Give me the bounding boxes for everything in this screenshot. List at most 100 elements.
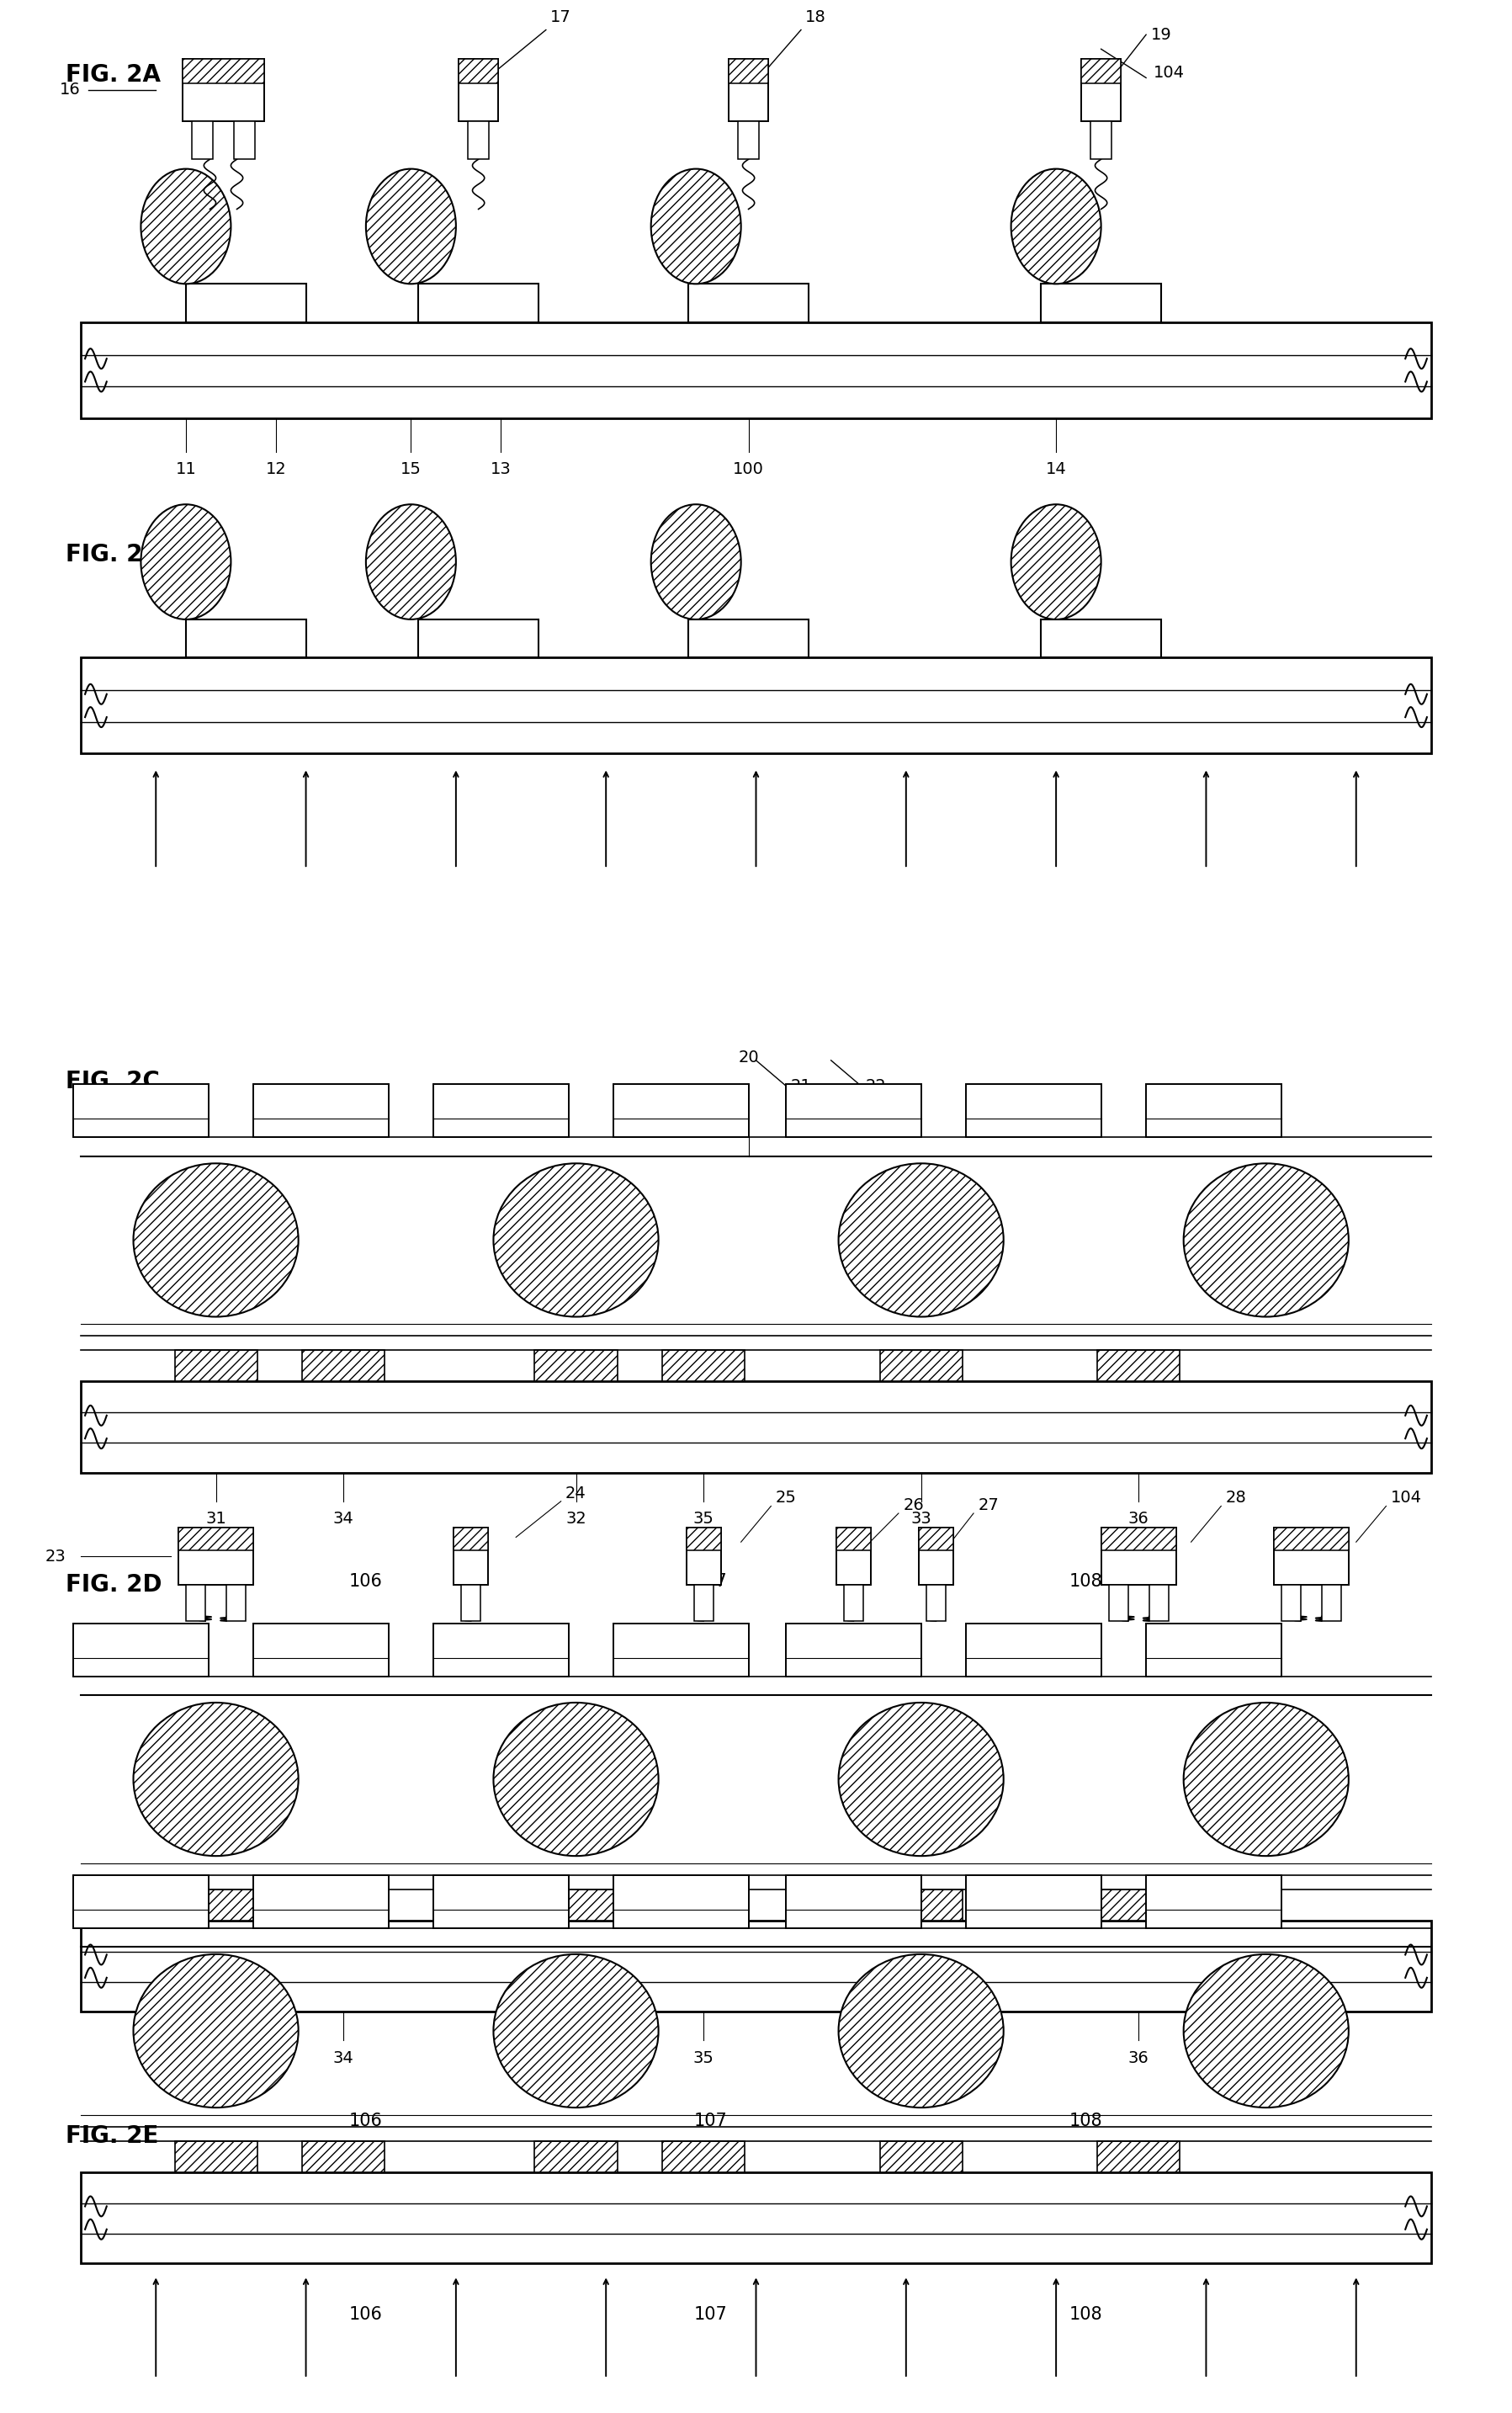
Bar: [434, 1875, 569, 1928]
Text: 24: 24: [565, 1486, 587, 1501]
Bar: [174, 1889, 257, 1921]
Text: 25: 25: [776, 1491, 797, 1506]
Bar: [662, 2140, 745, 2172]
Bar: [254, 1083, 389, 1137]
Ellipse shape: [133, 1955, 298, 2107]
Bar: [686, 1527, 721, 1552]
Bar: [302, 1351, 384, 1383]
Bar: [183, 58, 265, 121]
Bar: [535, 1351, 617, 1383]
Bar: [786, 1083, 921, 1137]
Bar: [729, 58, 768, 84]
Bar: [844, 1585, 863, 1622]
Ellipse shape: [366, 504, 457, 620]
Bar: [1081, 58, 1120, 121]
Text: 31: 31: [206, 1511, 227, 1527]
Bar: [186, 620, 305, 659]
Ellipse shape: [1184, 1955, 1349, 2107]
Text: 19: 19: [1151, 27, 1172, 43]
Text: 32: 32: [565, 1511, 587, 1527]
Bar: [1146, 1624, 1281, 1677]
Text: 106: 106: [349, 1573, 383, 1590]
Text: 31: 31: [206, 2051, 227, 2066]
Bar: [302, 2140, 384, 2172]
Bar: [880, 2140, 962, 2172]
Bar: [927, 1585, 947, 1622]
Text: 20: 20: [738, 1050, 759, 1064]
Bar: [786, 1624, 921, 1677]
Text: 107: 107: [694, 1573, 727, 1590]
Text: 104: 104: [1154, 65, 1185, 82]
Text: 108: 108: [1069, 2111, 1102, 2128]
Bar: [434, 1083, 569, 1137]
Bar: [919, 1527, 953, 1552]
Text: 107: 107: [694, 2307, 727, 2324]
Ellipse shape: [652, 504, 741, 620]
Text: 108: 108: [1069, 1573, 1102, 1590]
Text: 34: 34: [333, 1511, 354, 1527]
Bar: [688, 285, 809, 323]
Bar: [694, 1585, 714, 1622]
Bar: [80, 323, 1432, 417]
Bar: [1081, 58, 1120, 84]
Bar: [1146, 1083, 1281, 1137]
Bar: [192, 121, 213, 159]
Text: 15: 15: [401, 461, 422, 478]
Text: 28: 28: [1226, 1491, 1246, 1506]
Bar: [1273, 1527, 1349, 1585]
Ellipse shape: [493, 1704, 659, 1856]
Bar: [738, 121, 759, 159]
Bar: [234, 121, 256, 159]
Text: 16: 16: [60, 82, 80, 99]
Bar: [467, 121, 488, 159]
Bar: [419, 285, 538, 323]
Text: 13: 13: [490, 461, 511, 478]
Bar: [1281, 1585, 1300, 1622]
Text: 32: 32: [565, 2051, 587, 2066]
Text: 100: 100: [733, 461, 764, 478]
Ellipse shape: [1012, 504, 1101, 620]
Bar: [183, 58, 265, 84]
Text: FIG. 2E: FIG. 2E: [67, 2123, 159, 2148]
Text: 35: 35: [692, 2051, 714, 2066]
Bar: [178, 1527, 254, 1552]
Bar: [614, 1875, 748, 1928]
Ellipse shape: [1184, 1704, 1349, 1856]
Text: 23: 23: [45, 1549, 67, 1564]
Bar: [880, 1889, 962, 1921]
Bar: [434, 1624, 569, 1677]
Ellipse shape: [839, 1704, 1004, 1856]
Bar: [662, 1351, 745, 1383]
Text: 34: 34: [333, 2051, 354, 2066]
Bar: [174, 1351, 257, 1383]
Bar: [1101, 1527, 1176, 1585]
Bar: [1108, 1585, 1128, 1622]
Bar: [966, 1875, 1101, 1928]
Text: 108: 108: [1069, 2307, 1102, 2324]
Bar: [454, 1527, 488, 1552]
Bar: [662, 1889, 745, 1921]
Bar: [966, 1624, 1101, 1677]
Text: 106: 106: [349, 2307, 383, 2324]
Ellipse shape: [141, 504, 231, 620]
Bar: [80, 1921, 1432, 2012]
Bar: [836, 1527, 871, 1585]
Text: 27: 27: [978, 1498, 999, 1513]
Bar: [1098, 2140, 1179, 2172]
Bar: [535, 1889, 617, 1921]
Text: 22: 22: [865, 1079, 886, 1093]
Ellipse shape: [1012, 169, 1101, 285]
Bar: [174, 2140, 257, 2172]
Text: 14: 14: [1046, 461, 1066, 478]
Text: FIG. 2A: FIG. 2A: [67, 63, 160, 87]
Text: 107: 107: [694, 2111, 727, 2128]
Bar: [454, 1527, 488, 1585]
Text: 21: 21: [791, 1079, 812, 1093]
Bar: [1273, 1527, 1349, 1552]
Bar: [1098, 1889, 1179, 1921]
Bar: [1042, 285, 1161, 323]
Bar: [1098, 1351, 1179, 1383]
Bar: [80, 1383, 1432, 1472]
Bar: [614, 1083, 748, 1137]
Text: 33: 33: [910, 1511, 931, 1527]
